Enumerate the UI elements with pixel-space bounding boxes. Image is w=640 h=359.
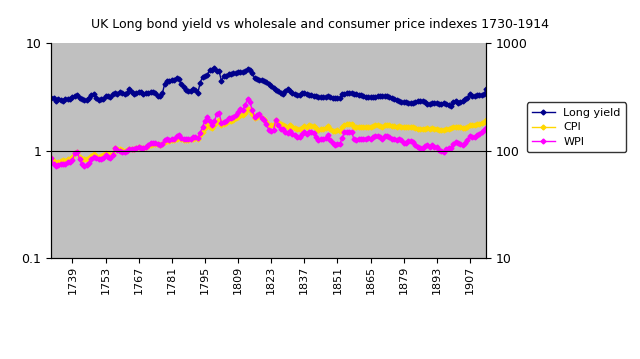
WPI [47, 156, 55, 160]
Line: WPI: WPI [49, 97, 488, 167]
CPI [483, 117, 490, 122]
Long yield [232, 71, 239, 75]
Legend: Long yield, CPI, WPI: Long yield, CPI, WPI [527, 102, 627, 153]
Long yield [47, 96, 55, 100]
WPI [142, 145, 150, 149]
Long yield [409, 101, 417, 105]
CPI [52, 161, 60, 165]
Long yield [140, 92, 147, 96]
CPI [47, 156, 55, 160]
WPI [232, 113, 239, 117]
Text: UK Long bond yield vs wholesale and consumer price indexes 1730-1914: UK Long bond yield vs wholesale and cons… [91, 18, 549, 31]
WPI [244, 97, 252, 101]
Long yield [211, 66, 218, 70]
CPI [145, 144, 152, 148]
Long yield [447, 104, 455, 108]
Line: Long yield: Long yield [49, 66, 488, 108]
Long yield [116, 89, 124, 94]
CPI [142, 145, 150, 149]
Long yield [483, 87, 490, 92]
CPI [244, 107, 252, 112]
WPI [348, 130, 355, 134]
WPI [412, 143, 419, 147]
CPI [412, 126, 419, 130]
CPI [348, 121, 355, 126]
CPI [232, 116, 239, 121]
WPI [52, 163, 60, 168]
WPI [483, 126, 490, 130]
CPI [118, 148, 126, 153]
Line: CPI: CPI [49, 108, 488, 165]
Long yield [142, 91, 150, 95]
WPI [145, 143, 152, 148]
WPI [118, 150, 126, 154]
Long yield [346, 91, 353, 95]
